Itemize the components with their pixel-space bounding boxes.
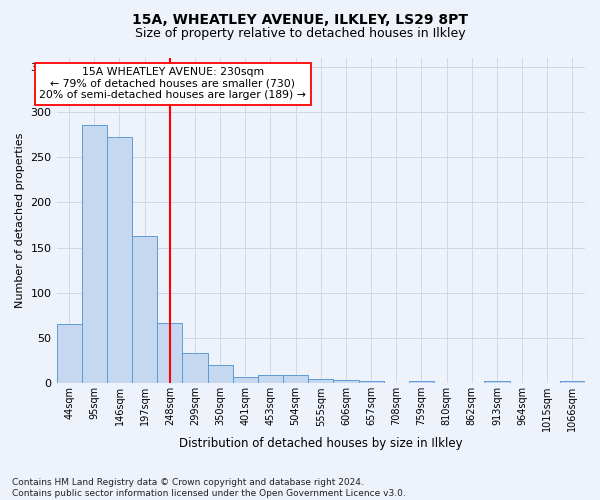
- Bar: [560, 380, 585, 384]
- Text: Size of property relative to detached houses in Ilkley: Size of property relative to detached ho…: [134, 28, 466, 40]
- Y-axis label: Number of detached properties: Number of detached properties: [15, 132, 25, 308]
- Text: 15A, WHEATLEY AVENUE, ILKLEY, LS29 8PT: 15A, WHEATLEY AVENUE, ILKLEY, LS29 8PT: [132, 12, 468, 26]
- Bar: [182, 352, 208, 384]
- Bar: [409, 380, 434, 384]
- X-axis label: Distribution of detached houses by size in Ilkley: Distribution of detached houses by size …: [179, 437, 463, 450]
- Bar: [484, 382, 509, 384]
- Bar: [359, 380, 383, 384]
- Bar: [258, 375, 283, 384]
- Bar: [56, 324, 82, 384]
- Bar: [157, 322, 182, 384]
- Bar: [82, 126, 107, 384]
- Bar: [334, 380, 359, 384]
- Bar: [208, 365, 233, 384]
- Text: Contains HM Land Registry data © Crown copyright and database right 2024.
Contai: Contains HM Land Registry data © Crown c…: [12, 478, 406, 498]
- Text: 15A WHEATLEY AVENUE: 230sqm
← 79% of detached houses are smaller (730)
20% of se: 15A WHEATLEY AVENUE: 230sqm ← 79% of det…: [40, 68, 306, 100]
- Bar: [283, 375, 308, 384]
- Bar: [308, 379, 334, 384]
- Bar: [107, 137, 132, 384]
- Bar: [233, 377, 258, 384]
- Bar: [132, 236, 157, 384]
